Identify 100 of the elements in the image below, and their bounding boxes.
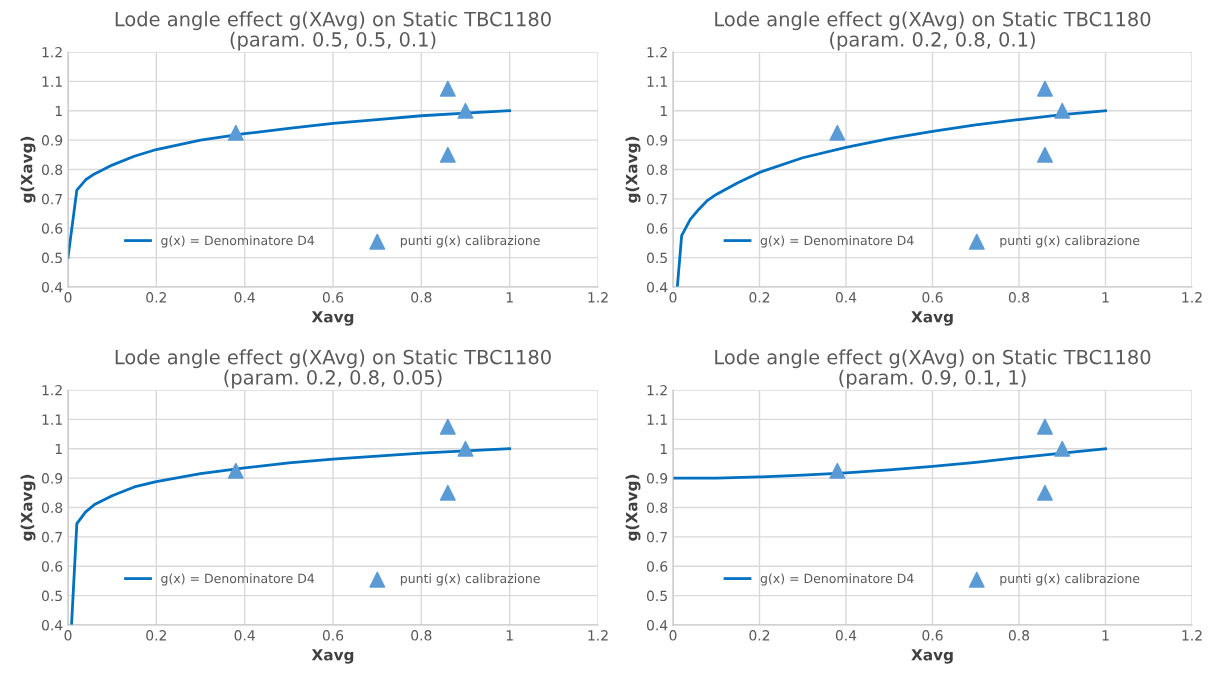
- x-axis-title: Xavg: [311, 311, 354, 326]
- x-tick-label: 0: [669, 630, 677, 641]
- x-tick-label: 0.4: [234, 292, 255, 303]
- point: [439, 146, 456, 163]
- y-tick-label: 0.5: [41, 590, 62, 602]
- x-tick-label: 0.2: [749, 292, 770, 303]
- legend-label: g(x) = Denominatore D4: [161, 573, 315, 586]
- chart-title: Lode angle effect g(XAvg) on Static TBC1180 (param. 0.2, 0.8, 0.1): [715, 11, 1151, 51]
- x-tick-label: 0.2: [146, 292, 166, 303]
- y-tick-label: 0.7: [41, 193, 62, 205]
- legend-label: punti g(x) calibrazione: [1000, 235, 1140, 248]
- point: [1036, 80, 1053, 97]
- y-tick-label: 0.4: [41, 281, 63, 293]
- legend-label: punti g(x) calibrazione: [1000, 573, 1140, 586]
- y-tick-label: 0.6: [41, 561, 63, 572]
- y-tick-label: 1: [55, 443, 62, 455]
- legend-label: g(x) = Denominatore D4: [760, 573, 914, 586]
- legend-label: g(x) = Denominatore D4: [161, 235, 315, 248]
- y-tick-label: 0.9: [646, 135, 668, 146]
- x-tick-label: 0.8: [411, 630, 432, 641]
- point: [457, 440, 474, 457]
- y-tick-label: 1.1: [647, 414, 667, 425]
- point: [1054, 440, 1071, 457]
- x-tick-label: 0.8: [1008, 630, 1030, 641]
- y-tick-label: 0.8: [41, 164, 63, 175]
- y-tick-label: 0.5: [646, 590, 667, 602]
- y-tick-label: 1: [660, 105, 667, 117]
- point: [227, 462, 244, 479]
- point: [1054, 102, 1071, 119]
- y-tick-label: 0.6: [646, 223, 668, 234]
- y-tick-label: 1.1: [647, 76, 667, 87]
- y-tick-label: 0.9: [646, 473, 668, 484]
- y-tick-label: 0.8: [41, 502, 63, 513]
- y-tick-label: 1: [55, 105, 62, 117]
- y-tick-label: 1.1: [42, 76, 62, 87]
- legend-label: punti g(x) calibrazione: [400, 573, 540, 586]
- y-tick-label: 1.1: [42, 414, 62, 425]
- x-tick-label: 0.8: [1008, 292, 1030, 303]
- x-tick-label: 0.2: [146, 630, 166, 641]
- x-tick-label: 0.8: [411, 292, 432, 303]
- y-axis-title: g(Xavg): [20, 474, 36, 541]
- x-tick-label: 0.6: [322, 630, 344, 641]
- y-tick-label: 0.6: [41, 223, 63, 234]
- y-tick-label: 0.5: [41, 252, 62, 264]
- legend-label: g(x) = Denominatore D4: [760, 235, 914, 248]
- legend-label: punti g(x) calibrazione: [400, 235, 540, 248]
- y-axis-title: g(Xavg): [625, 136, 641, 203]
- y-tick-label: 0.7: [41, 531, 62, 543]
- x-tick-label: 0.6: [322, 292, 344, 303]
- x-tick-label: 0: [669, 292, 677, 303]
- x-tick-label: 0.4: [835, 292, 857, 303]
- y-tick-label: 1.2: [42, 384, 62, 396]
- x-tick-label: 1.2: [588, 292, 608, 303]
- y-tick-label: 0.7: [646, 193, 667, 205]
- point: [1036, 484, 1053, 501]
- point: [829, 462, 846, 479]
- x-tick-label: 0.4: [234, 630, 255, 641]
- x-tick-label: 0.6: [922, 292, 943, 303]
- y-tick-label: 1.2: [42, 46, 62, 58]
- y-tick-label: 0.4: [646, 281, 668, 293]
- chart-title: Lode angle effect g(XAvg) on Static TBC1180 (param. 0.9, 0.1, 1): [715, 349, 1151, 389]
- y-tick-label: 0.4: [41, 619, 63, 631]
- y-tick-label: 0.9: [41, 135, 63, 146]
- y-tick-label: 0.4: [646, 619, 668, 631]
- point: [829, 124, 846, 141]
- x-tick-label: 1.2: [1182, 630, 1202, 641]
- y-tick-label: 0.5: [646, 252, 667, 264]
- x-tick-label: 0.2: [749, 630, 770, 641]
- y-tick-label: 0.9: [41, 473, 63, 484]
- chart-title: Lode angle effect g(XAvg) on Static TBC1180 (param. 0.2, 0.8, 0.05): [115, 349, 551, 389]
- point: [227, 124, 244, 141]
- y-tick-label: 1.2: [647, 46, 667, 58]
- y-tick-label: 0.8: [646, 164, 668, 175]
- x-tick-label: 1: [506, 292, 513, 303]
- x-axis-title: Xavg: [311, 649, 354, 664]
- y-axis-title: g(Xavg): [625, 474, 641, 541]
- x-tick-label: 1: [1102, 292, 1109, 303]
- x-tick-label: 1: [506, 630, 513, 641]
- x-tick-label: 1.2: [1182, 292, 1202, 303]
- point: [1036, 418, 1053, 435]
- point: [457, 102, 474, 119]
- point: [439, 484, 456, 501]
- y-tick-label: 1: [660, 443, 667, 455]
- x-axis-title: Xavg: [911, 311, 953, 326]
- x-tick-label: 0.6: [922, 630, 943, 641]
- point: [1036, 146, 1053, 163]
- y-axis-title: g(Xavg): [20, 136, 36, 203]
- y-tick-label: 0.8: [646, 502, 668, 513]
- y-tick-label: 0.7: [646, 531, 667, 543]
- point: [439, 80, 456, 97]
- y-tick-label: 0.6: [646, 561, 668, 572]
- chart-title: Lode angle effect g(XAvg) on Static TBC1180 (param. 0.5, 0.5, 0.1): [115, 11, 551, 51]
- x-tick-label: 1: [1102, 630, 1109, 641]
- x-tick-label: 0: [64, 630, 72, 641]
- x-tick-label: 0: [64, 292, 72, 303]
- x-axis-title: Xavg: [911, 649, 953, 664]
- x-tick-label: 1.2: [588, 630, 608, 641]
- y-tick-label: 1.2: [647, 384, 667, 396]
- point: [439, 418, 456, 435]
- x-tick-label: 0.4: [835, 630, 857, 641]
